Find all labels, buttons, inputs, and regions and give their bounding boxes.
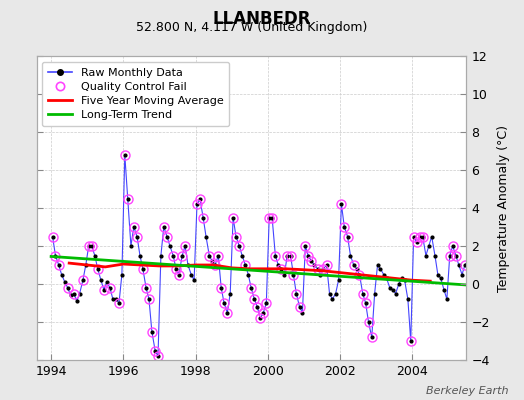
Text: LLANBEDR: LLANBEDR: [213, 10, 311, 28]
Text: Berkeley Earth: Berkeley Earth: [426, 386, 508, 396]
Legend: Raw Monthly Data, Quality Control Fail, Five Year Moving Average, Long-Term Tren: Raw Monthly Data, Quality Control Fail, …: [42, 62, 230, 126]
Title: 52.800 N, 4.117 W (United Kingdom): 52.800 N, 4.117 W (United Kingdom): [136, 21, 367, 34]
Y-axis label: Temperature Anomaly (°C): Temperature Anomaly (°C): [497, 124, 509, 292]
